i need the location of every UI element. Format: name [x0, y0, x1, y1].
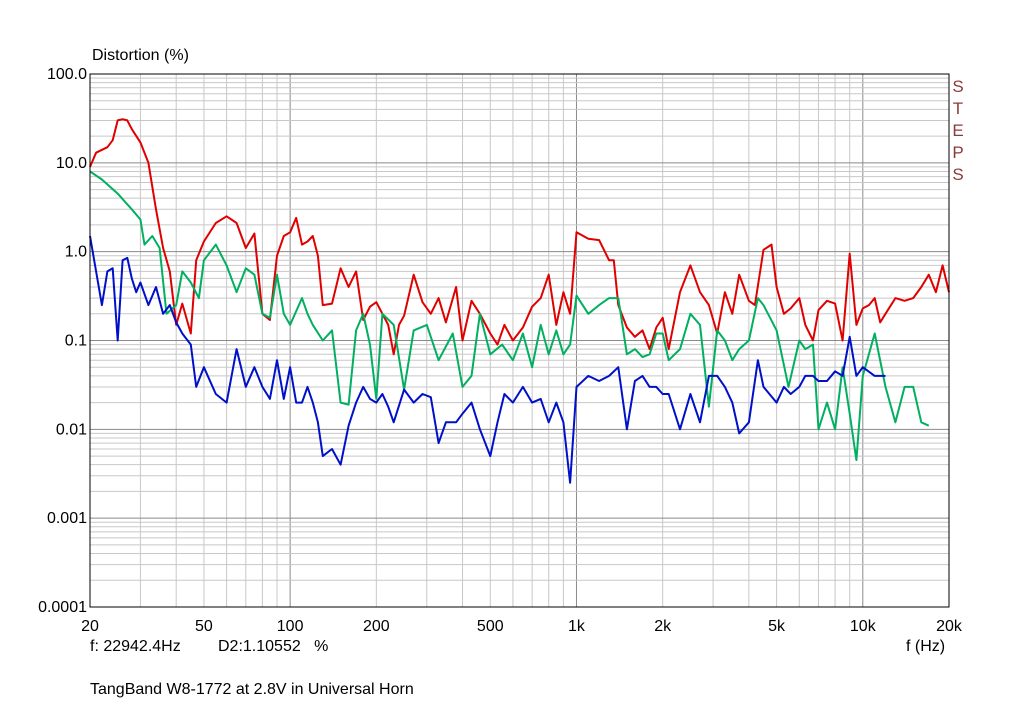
x-tick-label: 10k — [850, 618, 877, 635]
brand-letter: P — [952, 143, 964, 162]
x-tick-label: 200 — [363, 618, 390, 635]
y-tick-label: 0.01 — [56, 421, 87, 438]
chart-caption: TangBand W8-1772 at 2.8V in Universal Ho… — [90, 681, 414, 698]
chart-series — [89, 118, 950, 484]
series-line-2 — [89, 170, 930, 462]
chart-grid — [89, 74, 950, 608]
steps-brand-logo: S T E P S — [950, 76, 966, 186]
y-tick-label: 10.0 — [56, 155, 87, 172]
x-tick-label: 1k — [568, 618, 586, 635]
series-line-3 — [89, 235, 886, 484]
x-tick-label: 2k — [654, 618, 672, 635]
x-tick-label: 20k — [936, 618, 963, 635]
y-tick-label: 0.0001 — [38, 599, 87, 616]
x-tick-label: 20 — [81, 618, 99, 635]
x-tick-label: 50 — [195, 618, 213, 635]
y-tick-label: 0.1 — [65, 333, 87, 350]
x-axis-label: f (Hz) — [906, 638, 946, 655]
brand-letter: S — [952, 165, 964, 184]
brand-letter: E — [952, 121, 964, 140]
brand-letter: T — [952, 99, 964, 118]
x-tick-label: 500 — [477, 618, 504, 635]
brand-letter: S — [952, 77, 964, 96]
y-tick-label: 0.001 — [47, 510, 87, 527]
cursor-frequency-readout: f: 22942.4Hz — [90, 638, 181, 655]
y-tick-label: 1.0 — [65, 244, 87, 261]
x-tick-labels: 20 50 100 200 500 1k 2k 5k 10k 20k — [81, 618, 963, 635]
y-axis-label: Distortion (%) — [92, 47, 189, 64]
y-tick-labels: 100.0 10.0 1.0 0.1 0.01 0.001 0.0001 — [38, 66, 87, 616]
y-tick-label: 100.0 — [47, 66, 87, 83]
cursor-distortion-readout: D2:1.10552 % — [218, 638, 329, 655]
plot-frame — [89, 73, 950, 608]
series-line-1 — [89, 118, 950, 356]
x-tick-label: 5k — [768, 618, 786, 635]
x-tick-label: 100 — [277, 618, 304, 635]
